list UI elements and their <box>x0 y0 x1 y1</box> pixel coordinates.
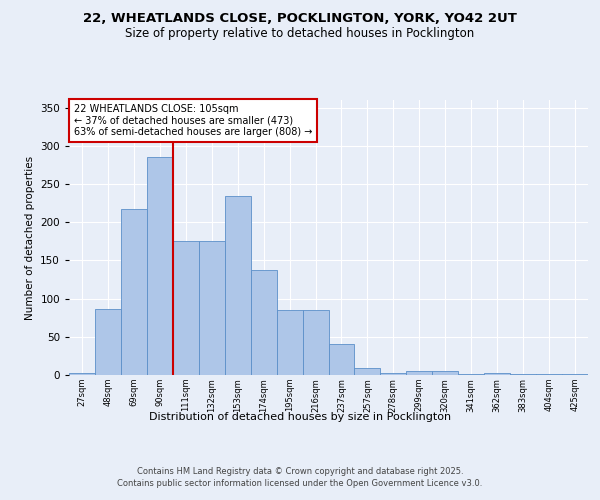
Y-axis label: Number of detached properties: Number of detached properties <box>25 156 35 320</box>
Bar <box>95 310 121 375</box>
Text: Contains public sector information licensed under the Open Government Licence v3: Contains public sector information licen… <box>118 478 482 488</box>
Text: Distribution of detached houses by size in Pocklington: Distribution of detached houses by size … <box>149 412 451 422</box>
Bar <box>225 196 251 375</box>
Bar <box>433 371 458 375</box>
Bar <box>536 374 562 375</box>
Bar <box>302 310 329 375</box>
Text: 22 WHEATLANDS CLOSE: 105sqm
← 37% of detached houses are smaller (473)
63% of se: 22 WHEATLANDS CLOSE: 105sqm ← 37% of det… <box>74 104 313 138</box>
Bar <box>484 372 510 375</box>
Bar <box>199 240 224 375</box>
Bar <box>406 371 432 375</box>
Bar <box>458 374 484 375</box>
Text: 22, WHEATLANDS CLOSE, POCKLINGTON, YORK, YO42 2UT: 22, WHEATLANDS CLOSE, POCKLINGTON, YORK,… <box>83 12 517 26</box>
Bar <box>277 310 302 375</box>
Bar <box>355 368 380 375</box>
Bar <box>510 374 536 375</box>
Bar <box>251 270 277 375</box>
Bar <box>69 372 95 375</box>
Bar <box>121 209 147 375</box>
Bar <box>562 374 588 375</box>
Bar <box>329 344 355 375</box>
Bar <box>380 372 406 375</box>
Text: Contains HM Land Registry data © Crown copyright and database right 2025.: Contains HM Land Registry data © Crown c… <box>137 468 463 476</box>
Bar <box>173 240 199 375</box>
Bar <box>147 158 173 375</box>
Text: Size of property relative to detached houses in Pocklington: Size of property relative to detached ho… <box>125 28 475 40</box>
